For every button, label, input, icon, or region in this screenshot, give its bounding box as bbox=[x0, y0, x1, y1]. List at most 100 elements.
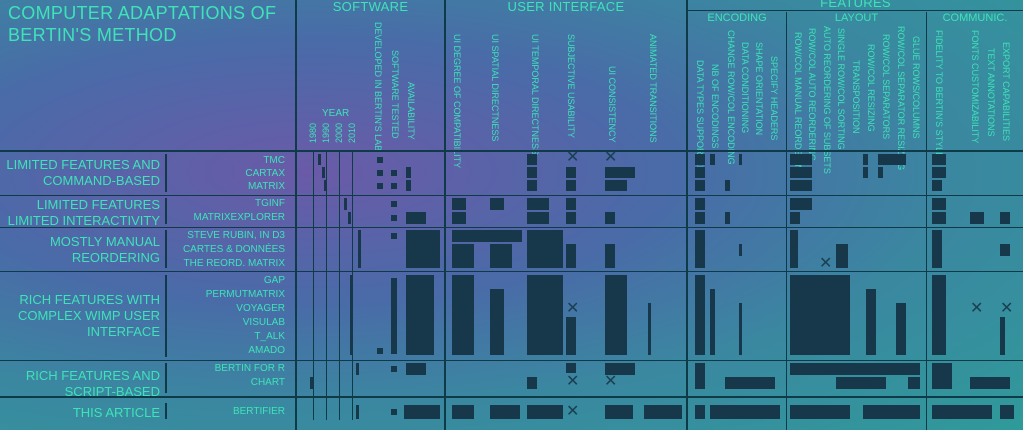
cell-tginf-tested bbox=[391, 201, 397, 207]
year-gridline-1990 bbox=[326, 150, 327, 420]
cell-tmc-resizing bbox=[863, 154, 868, 165]
cell-wimp-tested bbox=[391, 278, 397, 354]
cell-bertinr-year bbox=[356, 363, 359, 375]
cell-tginf-reorder bbox=[790, 198, 812, 210]
cell-tmc-encodings bbox=[710, 154, 715, 165]
group-separator-1 bbox=[0, 195, 1023, 196]
cell-bertifier-tested bbox=[391, 409, 397, 415]
cell-chart-comm bbox=[970, 377, 1010, 389]
cell-voyager-usability-cross: ✕ bbox=[566, 300, 580, 317]
group-label-script-based: RICH FEATURES AND SCRIPT-BASED bbox=[25, 368, 160, 399]
col-nb-of-encodings: NB OF ENCODINGS bbox=[710, 64, 720, 149]
cell-cartax-temporal bbox=[527, 167, 537, 178]
cell-wimp-separator-resizing bbox=[896, 303, 906, 355]
group-separator-5 bbox=[0, 396, 1023, 398]
cell-cartax-usability bbox=[566, 167, 576, 178]
cell-bertifier-reorder bbox=[790, 405, 850, 419]
col-row-col-separator-resizing: ROW/COL SEPARATOR RESIZING bbox=[896, 26, 906, 171]
col-shape-orientation: SHAPE ORIENTATION bbox=[754, 42, 764, 136]
cell-matrixexplorer-fidelity bbox=[932, 212, 946, 224]
col-row-col-manual-reordering: ROW/COL MANUAL REORDERING bbox=[793, 32, 803, 178]
features-underline bbox=[688, 10, 1023, 11]
divider-layout bbox=[786, 12, 787, 430]
year-2000: 2000 bbox=[334, 122, 344, 143]
divider-software bbox=[295, 0, 297, 430]
cell-tmc-usability-cross: ✕ bbox=[566, 149, 580, 166]
cell-wimp-consistency bbox=[605, 275, 627, 355]
group-bracket-1 bbox=[165, 154, 167, 192]
cell-chart-glue bbox=[908, 377, 920, 389]
cell-bertifier-encoding bbox=[710, 405, 780, 419]
system-permutmatrix: PERMUTMATRIX bbox=[205, 289, 285, 300]
cell-cartax-fidelity bbox=[932, 167, 946, 178]
cell-wimp-encodings bbox=[710, 289, 715, 355]
cell-tginf-datatypes bbox=[695, 198, 705, 210]
cell-matrixexplorer-availability bbox=[406, 212, 426, 224]
cell-matrix-change-encoding bbox=[725, 180, 730, 191]
cell-wimp-resizing bbox=[866, 289, 876, 355]
cell-manual-sorting bbox=[836, 244, 848, 268]
cell-manual-export bbox=[1000, 244, 1010, 256]
cell-cartax-consistency bbox=[605, 167, 635, 178]
cell-manual-reorder bbox=[790, 230, 798, 268]
cell-bertinr-availability bbox=[406, 363, 426, 375]
system-gap: GAP bbox=[263, 275, 285, 286]
cell-tginf-usability bbox=[566, 198, 576, 210]
cell-matrix-consistency bbox=[605, 180, 627, 191]
cell-bertinr-consistency bbox=[605, 363, 635, 375]
cell-bertifier-spatial bbox=[490, 405, 520, 419]
cell-manual-temporal bbox=[527, 230, 563, 268]
col-ui-spatial-directness: UI SPATIAL DIRECTNESS bbox=[490, 34, 500, 142]
cell-bertifier-layout bbox=[863, 405, 920, 419]
cell-manual-fidelity bbox=[932, 230, 942, 268]
cell-wimp-reorder bbox=[790, 275, 850, 355]
cell-tmc-separators bbox=[878, 154, 906, 165]
year-gridline-2000 bbox=[339, 150, 340, 420]
cell-tmc-reorder bbox=[790, 154, 812, 165]
cell-manual-spatial bbox=[490, 244, 512, 268]
col-developed-in-bertins-lab: DEVELOPED IN BERTIN'S LAB bbox=[373, 22, 383, 152]
cell-cartax-resizing bbox=[863, 167, 868, 178]
col-transposition: TRANSPOSITION bbox=[851, 60, 861, 134]
cell-matrixexplorer-reorder bbox=[790, 212, 800, 224]
cell-bertinr-layout bbox=[790, 363, 920, 375]
cell-manual-consistency bbox=[605, 244, 615, 268]
subsection-layout: LAYOUT bbox=[834, 12, 879, 24]
cell-wimp-fidelity bbox=[932, 275, 946, 355]
subsection-encoding: ENCODING bbox=[707, 12, 767, 24]
cell-bertifier-consistency bbox=[605, 405, 633, 419]
cell-wimp-availability bbox=[406, 275, 434, 355]
cell-manual-compat bbox=[452, 244, 474, 268]
cell-manual-availability bbox=[406, 230, 440, 268]
col-auto-reordering-of-subsets: AUTO REORDERING OF SUBSETS bbox=[822, 26, 832, 174]
cell-chart-usability-cross: ✕ bbox=[566, 373, 580, 390]
cell-matrix-usability bbox=[566, 180, 576, 191]
cell-bertifier-animated bbox=[644, 405, 682, 419]
col-data-types-supported: DATA TYPES SUPPORTED bbox=[695, 60, 705, 173]
col-availability: AVAILABILITY bbox=[406, 82, 416, 140]
system-matrixexplorer: MATRIXEXPLORER bbox=[193, 212, 286, 223]
col-row-col-resizing: ROW/COL RESIZING bbox=[866, 44, 876, 132]
cell-matrix-lab bbox=[377, 183, 383, 189]
year-header: YEAR bbox=[322, 108, 350, 119]
col-row-col-separators: ROW/COL SEPARATORS bbox=[881, 34, 891, 140]
cell-matrixexplorer-fonts bbox=[970, 212, 984, 224]
cell-voyager-fonts-cross: ✕ bbox=[970, 300, 984, 317]
section-features: FEATURES bbox=[820, 0, 891, 10]
cell-tmc-conditioning bbox=[739, 154, 742, 165]
cell-tginf-temporal bbox=[527, 198, 549, 210]
group-label-wimp: RICH FEATURES WITH COMPLEX WIMP USER INT… bbox=[17, 292, 160, 339]
cell-cartax-tested bbox=[391, 170, 397, 176]
group-label-command-based: LIMITED FEATURES AND COMMAND-BASED bbox=[6, 157, 160, 188]
system-reorderable-matrix: THE REORD. MATRIX bbox=[183, 258, 285, 269]
cell-wimp-conditioning bbox=[739, 303, 742, 355]
cell-wimp-export bbox=[1000, 317, 1005, 355]
header-rule bbox=[0, 150, 1023, 152]
col-ui-degree-of-compatibility: UI DEGREE OF COMPATIBILITY bbox=[452, 34, 462, 169]
system-tmc: TMC bbox=[263, 155, 285, 166]
group-bracket-2 bbox=[165, 198, 167, 224]
section-user-interface: USER INTERFACE bbox=[507, 0, 625, 14]
col-glue-rows-columns: GLUE ROWS/COLUMNS bbox=[911, 36, 921, 139]
col-row-col-auto-reordering: ROW/COL AUTO REORDERING bbox=[807, 28, 817, 162]
cell-tginf-compat bbox=[452, 198, 466, 210]
